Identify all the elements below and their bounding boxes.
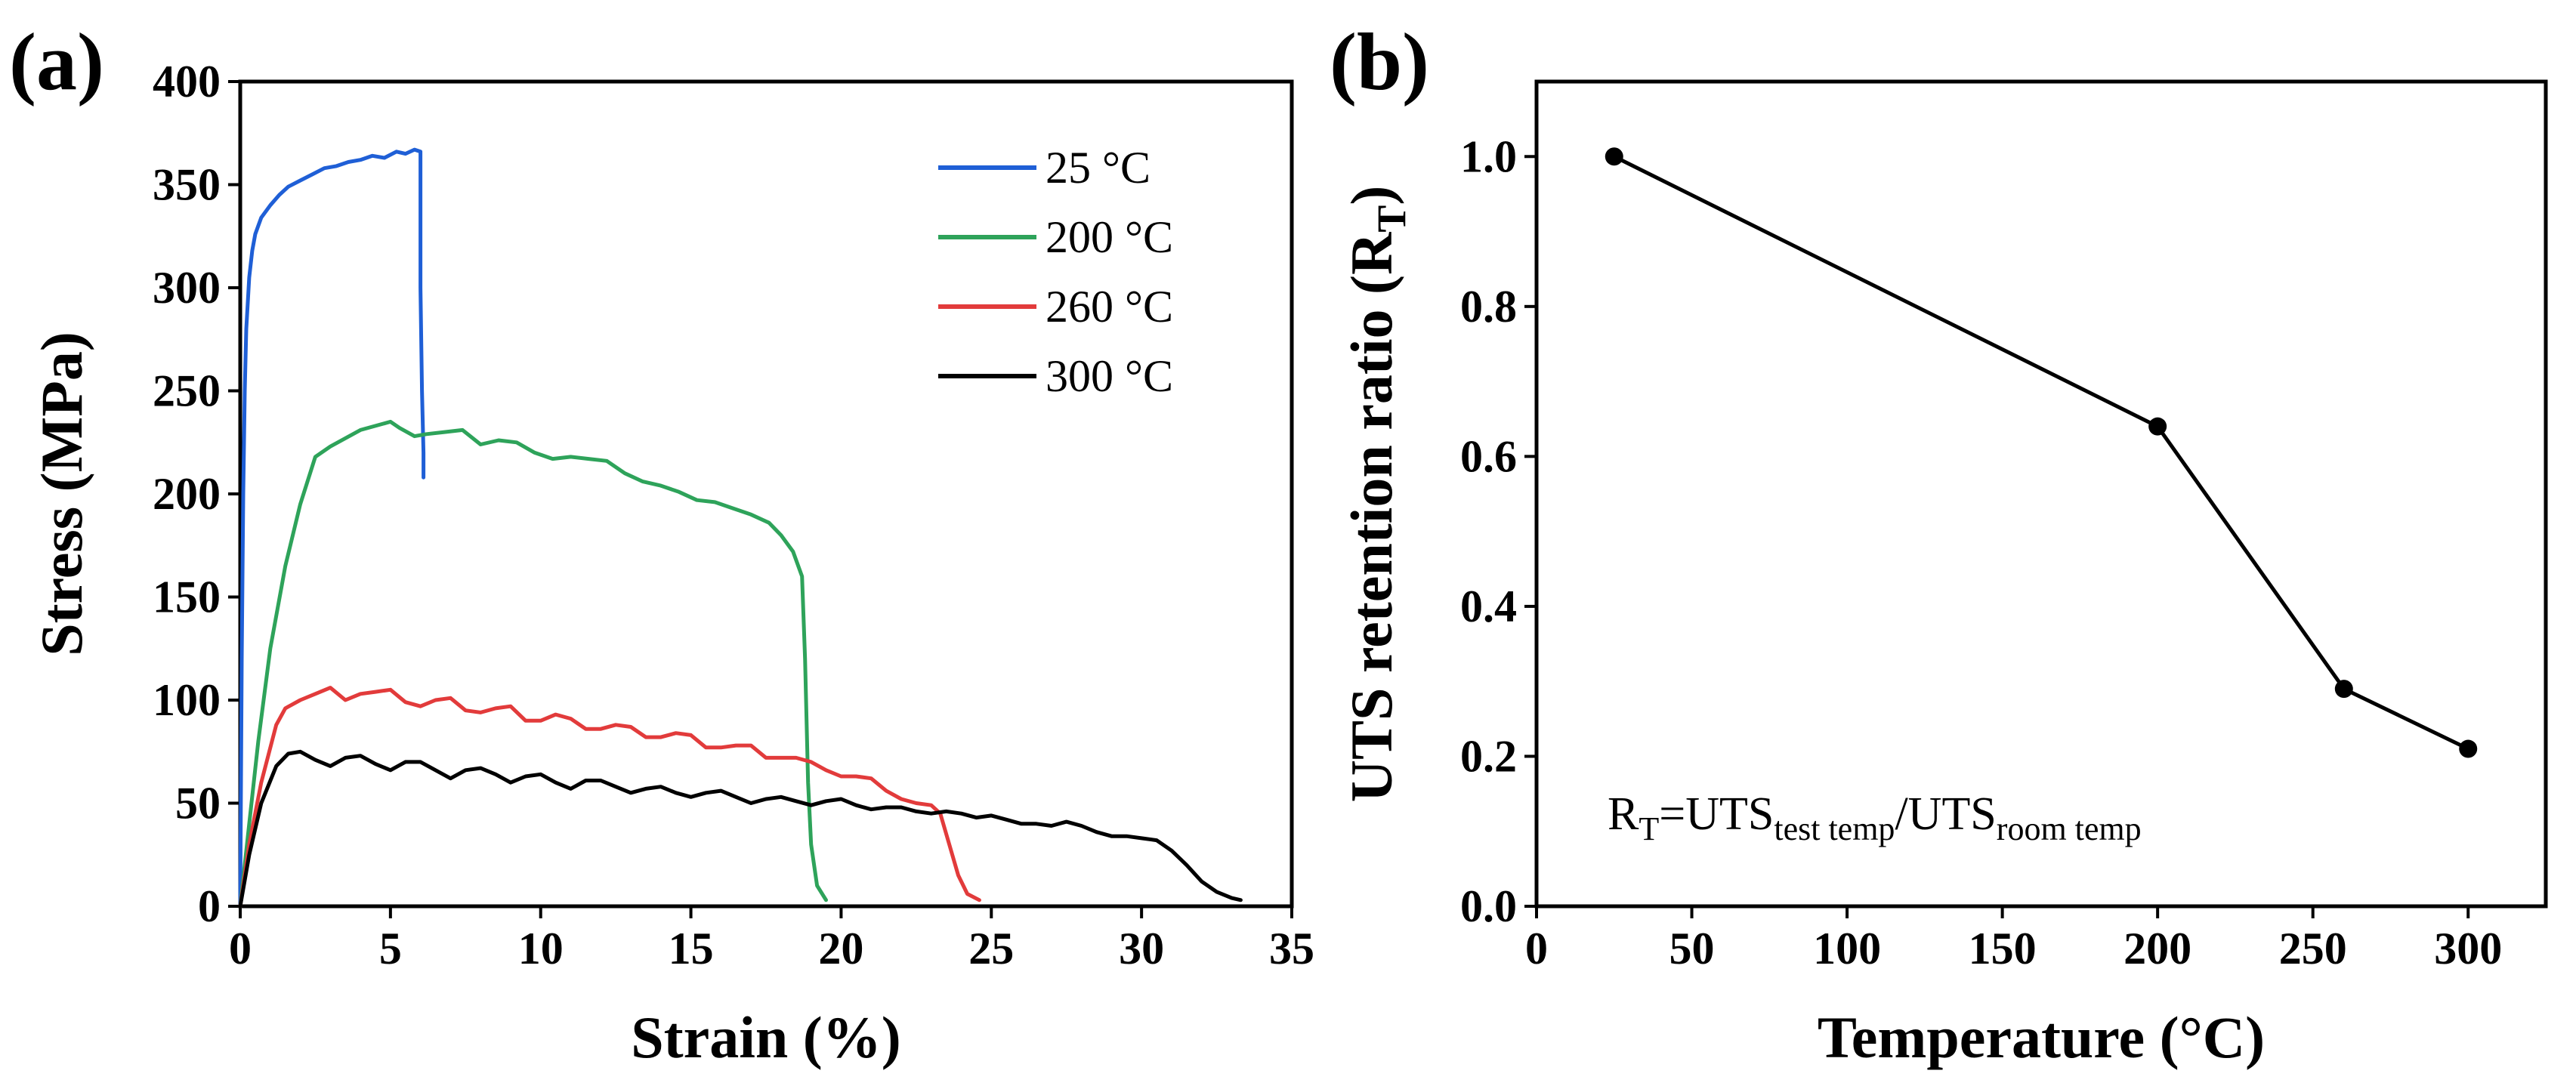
- panel-b-ylabel-main: UTS retention ratio (R: [1339, 231, 1404, 802]
- panel-a-ylabel: Stress (MPa): [29, 332, 94, 656]
- series-line-1: [238, 419, 828, 909]
- xtick-label: 15: [669, 924, 714, 973]
- ytick-label: 300: [153, 263, 221, 313]
- anno-sub-room: room temp: [1997, 810, 2142, 847]
- ytick-label: 50: [175, 779, 221, 828]
- series-line-0: [1612, 154, 2470, 751]
- panel-a-series: [238, 147, 1243, 909]
- xtick-label: 200: [2124, 924, 2191, 973]
- legend-label: 25 °C: [1046, 143, 1151, 193]
- panel-b-plot-frame: [1534, 79, 2548, 909]
- xtick-label: 30: [1119, 924, 1164, 973]
- xtick-label: 10: [518, 924, 564, 973]
- panel-b-ylabel-sub: T: [1369, 205, 1414, 233]
- xtick-label: 0: [229, 924, 252, 973]
- data-point: [2148, 417, 2167, 436]
- ytick-label: 0.0: [1460, 881, 1517, 931]
- panel-b-label: (b): [1330, 17, 1429, 107]
- data-point: [1605, 147, 1623, 166]
- series-line-3: [238, 749, 1243, 909]
- ytick-label: 1.0: [1460, 131, 1517, 181]
- xtick-label: 300: [2434, 924, 2502, 973]
- panel-b-ticks: 0 50 100 150 200 250 300 0.0 0.2 0.4 0.6 0.8 1.0: [1460, 131, 2502, 973]
- panel-b-xlabel: Temperature (°C): [1818, 1004, 2265, 1070]
- xtick-label: 35: [1269, 924, 1314, 973]
- ytick-label: 200: [153, 469, 221, 519]
- xtick-label: 250: [2279, 924, 2347, 973]
- xtick-label: 20: [818, 924, 863, 973]
- ytick-label: 350: [153, 160, 221, 210]
- xtick-label: 50: [1669, 924, 1715, 973]
- xtick-label: 5: [379, 924, 402, 973]
- panel-b-series: [1605, 147, 2478, 758]
- legend-label: 260 °C: [1046, 282, 1173, 332]
- panel-a-xlabel: Strain (%): [631, 1004, 900, 1070]
- anno-r: R: [1608, 788, 1639, 840]
- xtick-label: 25: [968, 924, 1014, 973]
- anno-sub-test: test temp: [1774, 810, 1895, 847]
- xtick-label: 0: [1525, 924, 1548, 973]
- panel-b: (b) 0 50 100 150 200 250 300 0.0 0.2 0.4 0.6 0.8 1.0…: [1330, 17, 2548, 1070]
- data-point: [2459, 739, 2478, 758]
- ytick-label: 100: [153, 675, 221, 725]
- ytick-label: 0.4: [1460, 582, 1517, 631]
- panel-a: (a) 0 5 10 15 20 25 30 350501001502002503003504…: [9, 17, 1314, 1070]
- panel-a-plot-frame: [238, 79, 1294, 909]
- ytick-label: 0.6: [1460, 431, 1517, 481]
- data-point: [2334, 680, 2353, 699]
- ytick-label: 400: [153, 57, 221, 106]
- ytick-label: 250: [153, 366, 221, 416]
- legend-label: 300 °C: [1046, 351, 1173, 401]
- ytick-label: 0.8: [1460, 282, 1517, 332]
- anno-r-sub: T: [1639, 810, 1659, 847]
- xtick-label: 100: [1813, 924, 1881, 973]
- xtick-label: 150: [1969, 924, 2037, 973]
- series-line-0: [238, 147, 426, 909]
- panel-b-ylabel-end: ): [1339, 186, 1404, 205]
- panel-a-legend: 25 °C 200 °C 260 °C 300 °C: [938, 143, 1173, 401]
- ytick-label: 0: [198, 881, 221, 931]
- panel-b-ylabel: UTS retention ratio (RT): [1339, 186, 1414, 803]
- ytick-label: 150: [153, 572, 221, 622]
- anno-slash: /UTS: [1895, 788, 1996, 840]
- panel-b-annotation: RT=UTStest temp/UTSroom temp: [1608, 788, 2142, 847]
- anno-eq: =UTS: [1659, 788, 1774, 840]
- panel-a-label: (a): [9, 17, 104, 107]
- legend-label: 200 °C: [1046, 212, 1173, 262]
- series-line-2: [238, 686, 981, 909]
- ytick-label: 0.2: [1460, 731, 1517, 781]
